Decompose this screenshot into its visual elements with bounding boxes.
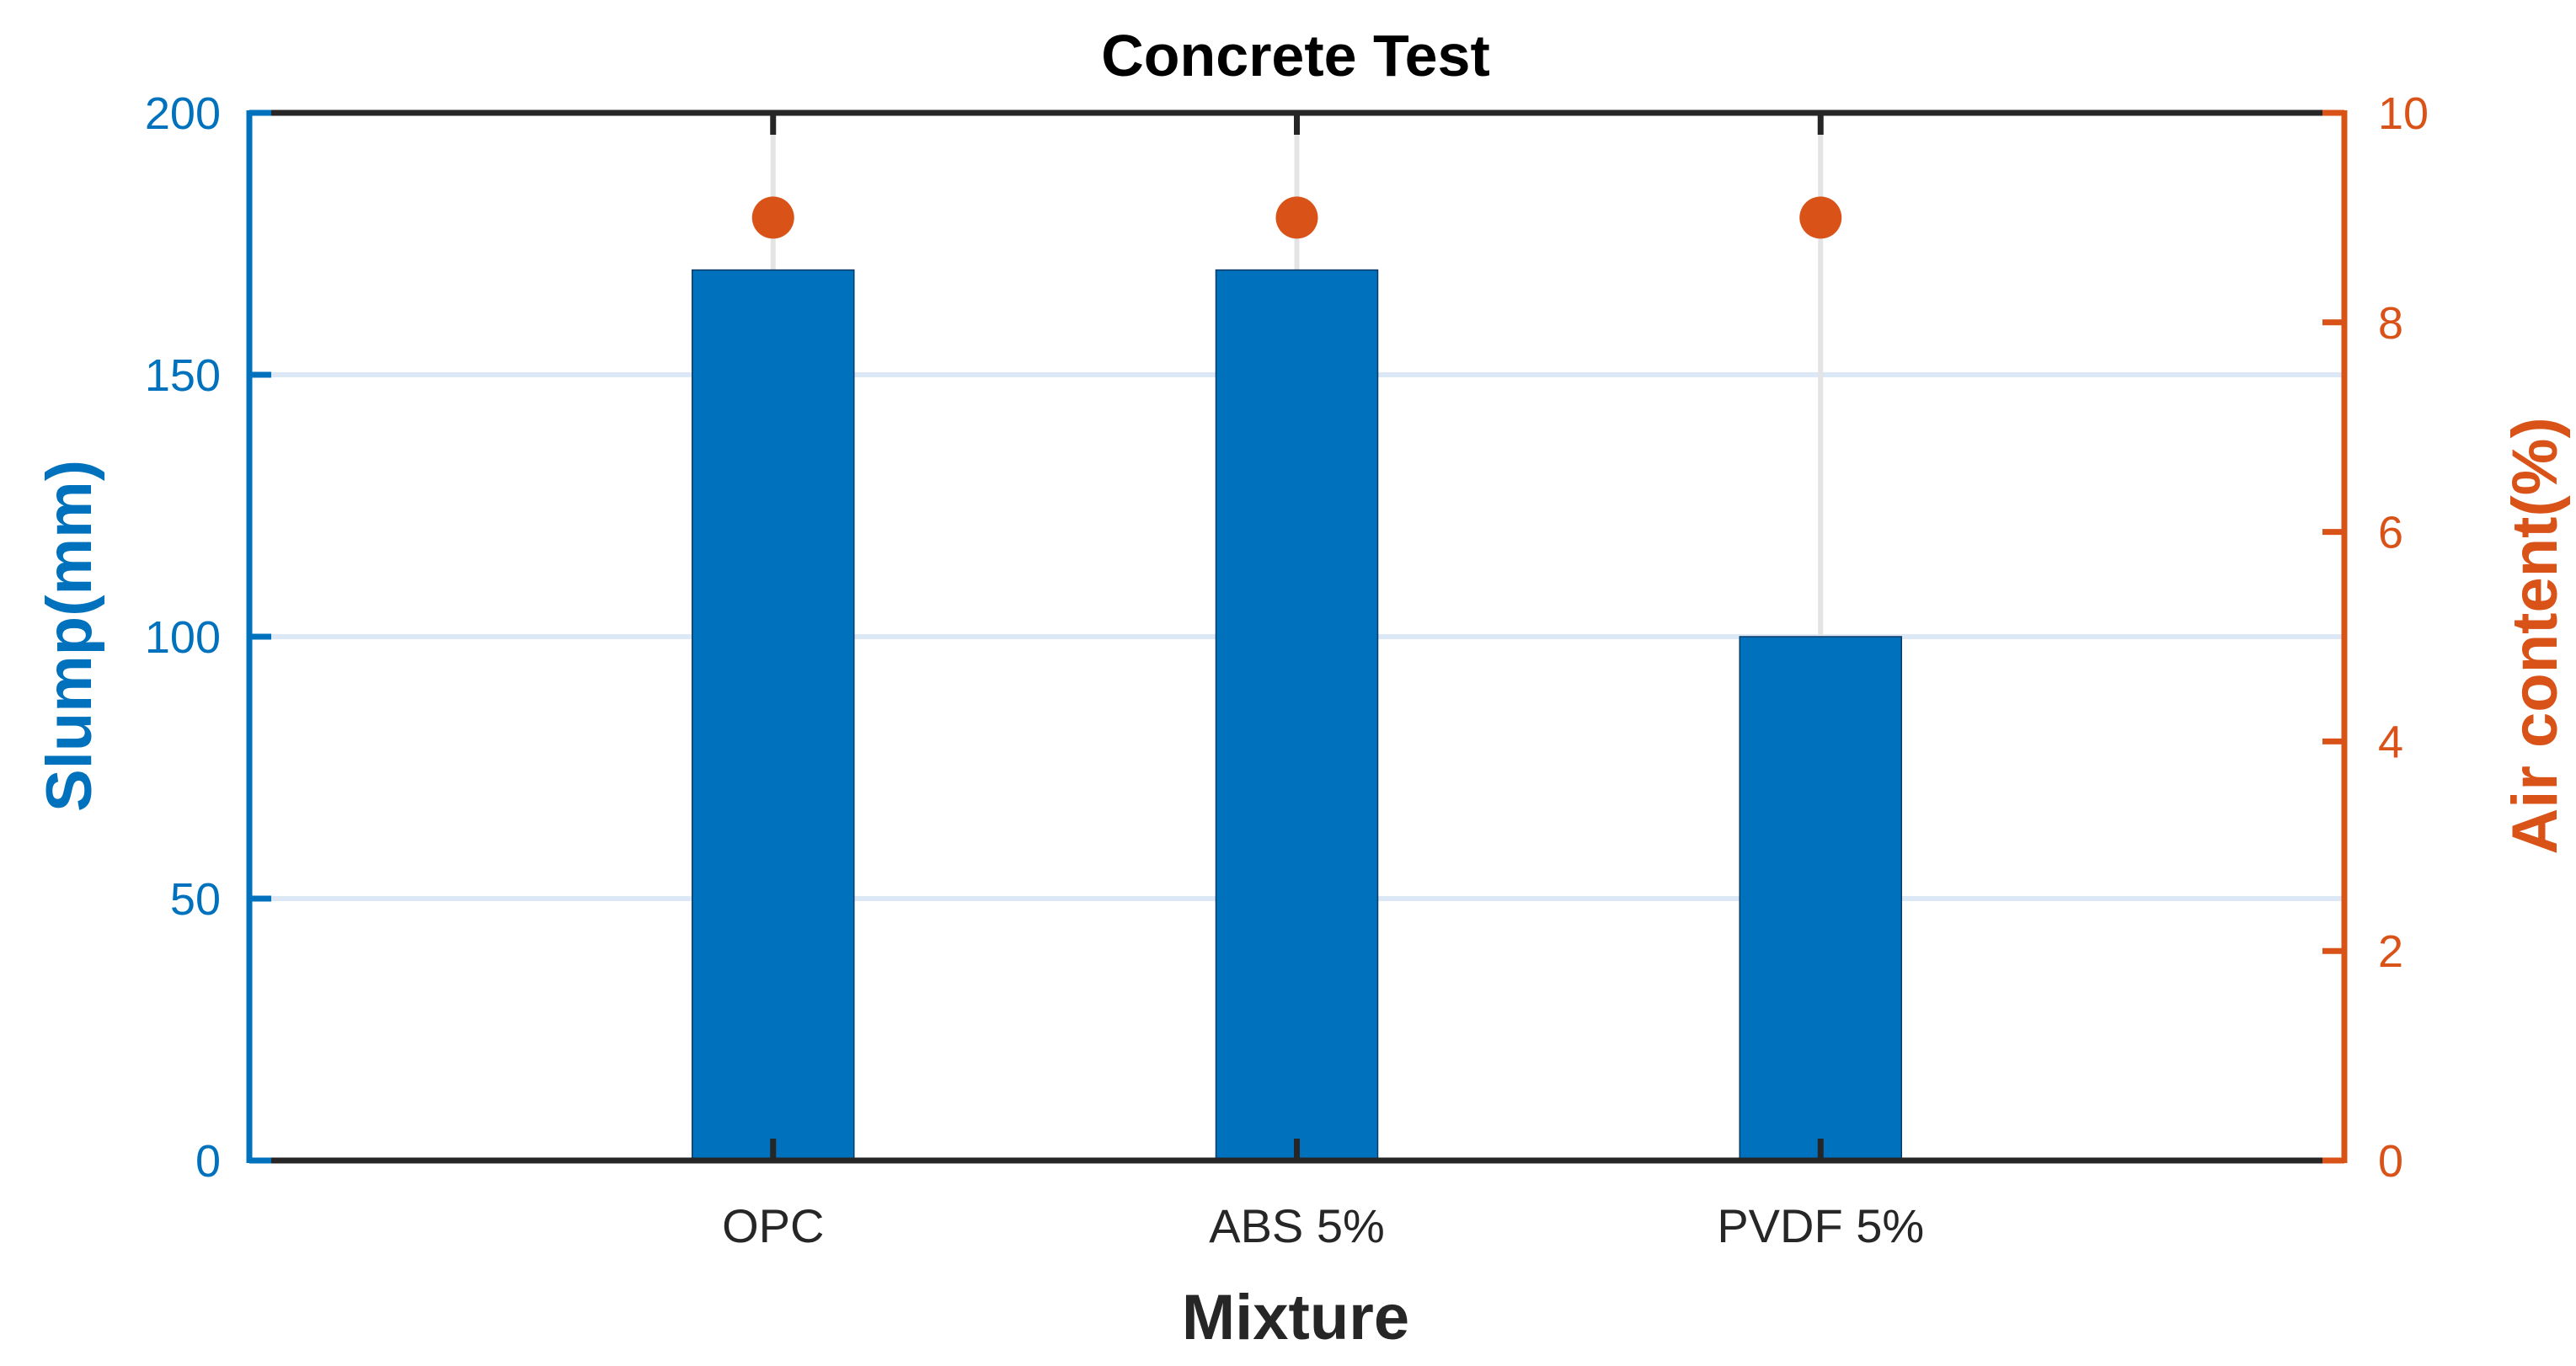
right-y-tick-label: 0 (2378, 1136, 2403, 1187)
bar-layer (692, 269, 1902, 1161)
left-y-tick-label: 50 (170, 874, 221, 925)
bar (1739, 636, 1902, 1161)
chart-title: Concrete Test (1101, 23, 1490, 88)
air-content-point (1799, 196, 1842, 239)
bar (1215, 269, 1379, 1161)
tick-layer: OPC ABS 5% PVDF 5% 0 50 100 150 200 0 2 4 6 8 10 (145, 88, 2429, 1252)
x-tick-label: OPC (722, 1199, 824, 1252)
air-content-point (1275, 196, 1318, 239)
right-y-tick-label: 2 (2378, 926, 2403, 977)
left-y-axis-label: Slump(mm) (34, 460, 105, 812)
right-y-tick-label: 10 (2378, 88, 2429, 139)
air-content-point (751, 196, 794, 239)
x-axis-label: Mixture (1182, 1282, 1409, 1353)
left-y-tick-label: 100 (145, 612, 221, 663)
right-y-tick-label: 6 (2378, 508, 2403, 558)
x-tick-label: ABS 5% (1209, 1199, 1385, 1252)
left-y-tick-label: 150 (145, 350, 221, 401)
x-tick-label: PVDF 5% (1717, 1199, 1924, 1252)
point-layer (751, 196, 1842, 239)
left-y-tick-label: 0 (195, 1136, 221, 1187)
left-y-tick-label: 200 (145, 88, 221, 139)
bar (692, 269, 855, 1161)
right-y-axis-label: Air content(%) (2499, 417, 2571, 854)
right-y-tick-label: 4 (2378, 717, 2403, 767)
right-y-tick-label: 8 (2378, 298, 2403, 349)
